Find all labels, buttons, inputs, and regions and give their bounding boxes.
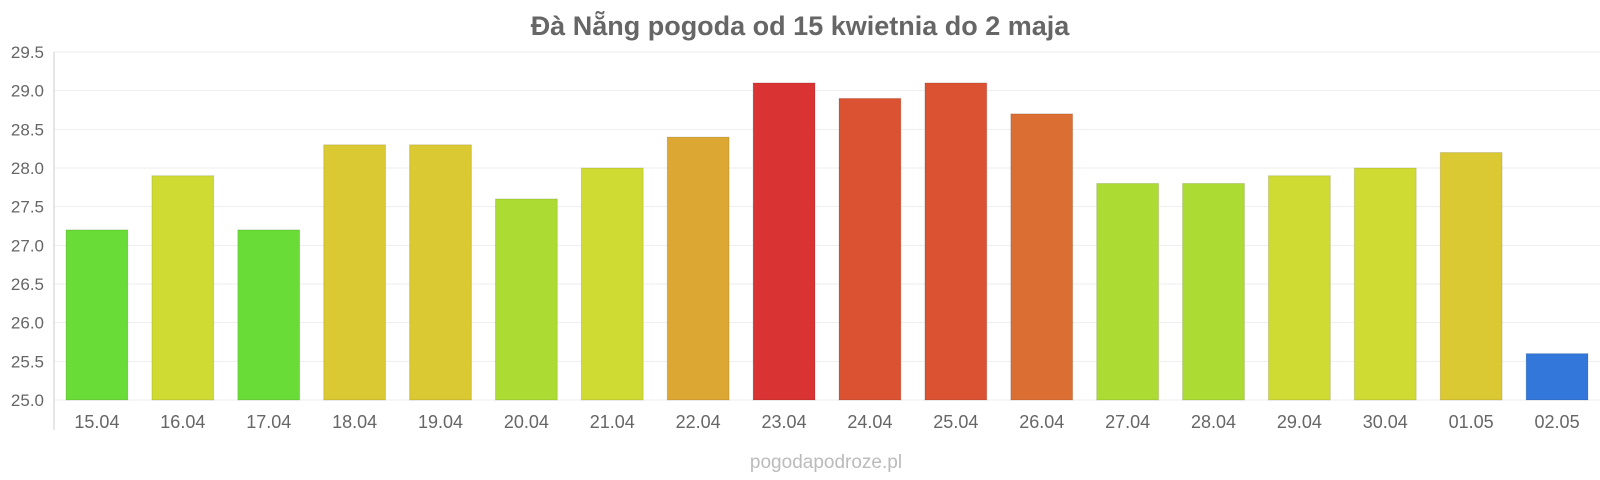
x-tick-label: 24.04 xyxy=(847,412,892,432)
y-tick-label: 26.5 xyxy=(11,275,44,294)
x-tick-label: 16.04 xyxy=(160,412,205,432)
x-tick-label: 22.04 xyxy=(676,412,721,432)
bar-02.05 xyxy=(1525,353,1589,401)
x-tick-label: 29.04 xyxy=(1277,412,1322,432)
bar-19.04 xyxy=(409,144,472,401)
footer-watermark: pogodapodroze.pl xyxy=(750,452,902,473)
bar-29.04 xyxy=(1267,175,1331,401)
bars xyxy=(65,82,1589,401)
bar-18.04 xyxy=(323,144,387,401)
y-tick-label: 27.5 xyxy=(11,198,44,217)
x-tick-label: 21.04 xyxy=(590,412,635,432)
x-tick-label: 28.04 xyxy=(1191,412,1236,432)
x-axis-ticks: 15.04 16.04 17.04 18.04 19.04 20.04 21.04 22.04… xyxy=(74,412,1579,432)
y-tick-label: 25.0 xyxy=(11,391,44,410)
x-tick-label: 20.04 xyxy=(504,412,549,432)
y-tick-label: 29.5 xyxy=(11,43,44,62)
x-tick-label: 26.04 xyxy=(1019,412,1064,432)
x-tick-label: 17.04 xyxy=(246,412,291,432)
y-tick-label: 28.5 xyxy=(11,120,44,139)
bar-21.04 xyxy=(580,167,644,401)
chart-title: Đà Nẵng pogoda od 15 kwietnia do 2 maja xyxy=(531,9,1071,41)
y-tick-label: 28.0 xyxy=(11,159,44,178)
x-tick-label: 19.04 xyxy=(418,412,463,432)
bar-16.04 xyxy=(151,175,215,401)
bar-23.04 xyxy=(752,82,816,401)
y-tick-label: 29.0 xyxy=(11,82,44,101)
x-tick-label: 02.05 xyxy=(1535,412,1580,432)
bar-28.04 xyxy=(1182,182,1245,401)
bar-30.04 xyxy=(1353,167,1417,401)
x-tick-label: 18.04 xyxy=(332,412,377,432)
grid-lines xyxy=(54,51,1600,401)
x-tick-label: 27.04 xyxy=(1105,412,1150,432)
bar-22.04 xyxy=(666,136,730,401)
y-axis-ticks: 25.0 25.5 26.0 26.5 27.0 27.5 28.0 28.5 29.0 29.5 xyxy=(11,43,44,410)
bar-24.04 xyxy=(838,97,902,401)
bar-20.04 xyxy=(494,198,558,401)
y-tick-label: 25.5 xyxy=(11,352,44,371)
y-tick-label: 27.0 xyxy=(11,236,44,255)
bar-17.04 xyxy=(237,229,301,401)
y-tick-label: 26.0 xyxy=(11,314,44,333)
x-tick-label: 23.04 xyxy=(762,412,807,432)
x-tick-label: 15.04 xyxy=(74,412,119,432)
bar-25.04 xyxy=(924,82,988,401)
x-tick-label: 01.05 xyxy=(1449,412,1494,432)
x-tick-label: 30.04 xyxy=(1363,412,1408,432)
bar-27.04 xyxy=(1096,182,1160,401)
bar-01.05 xyxy=(1439,152,1503,401)
bar-26.04 xyxy=(1010,113,1074,401)
x-tick-label: 25.04 xyxy=(933,412,978,432)
bar-15.04 xyxy=(65,229,129,401)
